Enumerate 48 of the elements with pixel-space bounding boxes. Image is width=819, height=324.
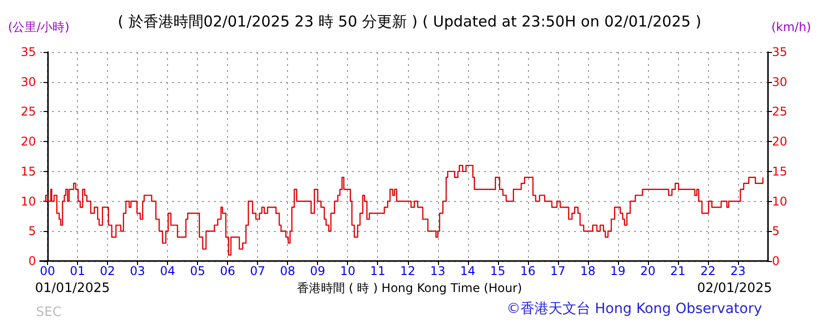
x-tick-label: 00: [40, 264, 56, 278]
y-tick-label: 0: [28, 254, 36, 268]
y2-tick-label: 25: [772, 104, 788, 119]
x-tick-label: 20: [640, 264, 656, 278]
x-tick-label: 05: [190, 264, 206, 278]
x-tick-label: 14: [460, 264, 476, 278]
y-tick-label: 25: [20, 104, 36, 119]
text: SEC: [36, 305, 62, 320]
y-tick-label: 35: [20, 45, 36, 59]
x-tick-label: 17: [550, 264, 566, 278]
x-tick-label: 19: [610, 264, 626, 278]
text: 02/01/2025: [697, 281, 772, 296]
x-tick-label: 23: [730, 264, 746, 278]
x-tick-label: 11: [370, 264, 386, 278]
x-tick-label: 13: [430, 264, 446, 278]
x-tick-label: 22: [700, 264, 716, 278]
y2-tick-label: 10: [772, 194, 788, 208]
x-tick-label: 02: [100, 264, 116, 278]
x-tick-label: 10: [340, 264, 356, 278]
x-tick-label: 21: [670, 264, 686, 278]
y-axis-title: (公里/小時): [8, 20, 70, 34]
x-tick-label: 12: [400, 264, 416, 278]
x-tick-label: 07: [250, 264, 266, 278]
y2-tick-label: 20: [772, 134, 788, 149]
y-tick-label: 10: [20, 194, 36, 208]
x-tick-label: 01: [70, 264, 86, 278]
y-tick-label: 30: [20, 74, 36, 89]
y2-tick-label: 35: [772, 45, 788, 59]
y2-tick-label: 30: [772, 74, 788, 89]
x-tick-label: 08: [280, 264, 296, 278]
x-tick-label: 09: [310, 264, 326, 278]
y2-tick-label: 5: [772, 224, 780, 238]
chart-title: ( 於香港時間02/01/2025 23 時 50 分更新 ) ( Updated at 23:50H on 02/01/2025 ): [118, 12, 702, 30]
x-tick-label: 04: [160, 264, 176, 278]
x-tick-label: 06: [220, 264, 236, 278]
text: ©香港天文台 Hong Kong Observatory: [506, 301, 762, 317]
y2-tick-label: 0: [772, 254, 780, 268]
x-tick-label: 15: [490, 264, 506, 278]
y-tick-label: 5: [28, 224, 36, 238]
text: 01/01/2025: [35, 281, 110, 296]
y-tick-label: 15: [20, 164, 36, 178]
y2-axis-title: (km/h): [771, 20, 812, 34]
x-tick-label: 18: [580, 264, 596, 278]
x-tick-label: 03: [130, 264, 146, 278]
x-tick-label: 16: [520, 264, 536, 278]
y2-tick-label: 15: [772, 164, 788, 178]
y-tick-label: 20: [20, 134, 36, 149]
x-axis-title: 香港時間 ( 時 ) Hong Kong Time (Hour): [296, 281, 522, 295]
